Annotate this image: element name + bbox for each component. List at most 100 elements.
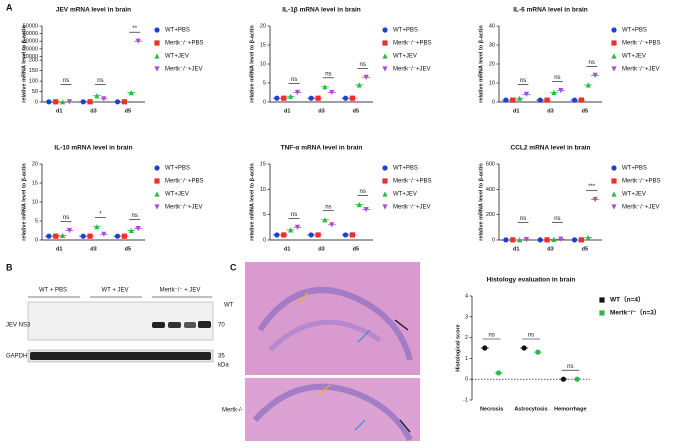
- data-point: [510, 237, 516, 243]
- legend-label: WT+PBS: [165, 166, 190, 172]
- legend-marker: [611, 53, 617, 59]
- y-tick-label: 20: [489, 61, 495, 67]
- y-tick-label: 30: [489, 42, 495, 48]
- data-point: [128, 227, 134, 234]
- data-point: [66, 227, 73, 234]
- significance-label: ns: [528, 333, 534, 339]
- panel-label: A: [6, 2, 13, 12]
- data-point: [315, 95, 321, 101]
- significance-label: *: [99, 211, 102, 217]
- data-point: [121, 99, 127, 105]
- legend-label: WT+PBS: [622, 166, 647, 172]
- y-tick-label: 10: [260, 61, 266, 67]
- significance-label: ns: [520, 216, 526, 222]
- y-tick-label: 200: [486, 212, 495, 218]
- data-point: [80, 233, 86, 239]
- significance-label: ns: [325, 204, 331, 210]
- legend-label: Mertk⁻/⁻+JEV: [393, 205, 431, 211]
- data-point: [294, 224, 301, 230]
- x-tick-label: d5: [125, 108, 131, 114]
- y-tick-label: 30000: [23, 39, 38, 45]
- legend-marker: [611, 66, 617, 72]
- data-point: [66, 99, 73, 105]
- data-point: [578, 97, 584, 103]
- y-tick-label: 10000: [23, 54, 38, 60]
- significance-label: ns: [360, 189, 366, 195]
- x-tick-label: d5: [125, 246, 131, 252]
- significance-label: **: [132, 26, 137, 32]
- legend-label: Mertk⁻/⁻+PBS: [165, 179, 204, 185]
- data-point: [510, 97, 516, 103]
- y-axis-label: relative mRNA level to β-actin: [478, 25, 484, 103]
- y-tick-label: 0: [263, 99, 266, 105]
- y-tick-label: 5: [263, 212, 266, 218]
- y-tick-label: 200: [29, 58, 38, 64]
- legend-label: WT+JEV: [622, 54, 646, 60]
- legend-marker: [154, 191, 160, 197]
- chart-title: Histology evaluation in brain: [487, 277, 576, 284]
- significance-label: ns: [63, 78, 69, 84]
- legend-label: WT+JEV: [393, 192, 417, 198]
- data-point: [574, 376, 580, 382]
- y-tick-label: 0: [492, 99, 495, 105]
- x-tick-label: Astrocytosis: [514, 406, 547, 412]
- x-tick-label: d3: [90, 246, 96, 252]
- legend-label: WT+PBS: [393, 28, 418, 34]
- y-tick-label: 3: [465, 314, 468, 320]
- y-axis-label: relative mRNA level to β-actin: [21, 25, 27, 103]
- data-point: [517, 237, 523, 243]
- y-axis-label: relative mRNA level to β-actin: [478, 163, 484, 241]
- data-point: [329, 222, 335, 228]
- data-point: [578, 237, 584, 243]
- data-point: [571, 237, 578, 243]
- data-point: [503, 97, 509, 103]
- chart-title: TNF-α mRNA level in brain: [281, 145, 363, 152]
- legend-label: Mertk⁻/⁻+JEV: [165, 205, 203, 211]
- legend-marker: [599, 310, 605, 316]
- legend-marker: [382, 204, 388, 210]
- legend-marker: [154, 165, 160, 171]
- legend-marker: [382, 178, 388, 184]
- legend-label: WT+JEV: [622, 192, 646, 198]
- y-tick-label: 50: [32, 89, 38, 95]
- x-tick-label: d3: [318, 108, 324, 114]
- data-point: [329, 89, 335, 96]
- x-tick-label: d5: [353, 108, 359, 114]
- panel-label: C: [230, 262, 237, 272]
- legend-marker: [154, 204, 160, 210]
- blot-group: WT + JEV: [101, 288, 128, 294]
- data-point: [322, 217, 328, 223]
- y-axis-label: Histological score: [455, 324, 461, 371]
- chart-title: IL-1β mRNA level in brain: [282, 7, 361, 14]
- legend-marker: [382, 27, 388, 33]
- y-axis-label: relative mRNA level to β-actin: [21, 163, 27, 241]
- legend-label: WT+JEV: [165, 54, 189, 60]
- x-tick-label: d1: [513, 246, 519, 252]
- legend-label: Mertk⁻/⁻+PBS: [393, 41, 432, 47]
- y-tick-label: 5: [35, 218, 38, 224]
- data-point: [571, 97, 578, 103]
- y-tick-label: 2: [465, 335, 468, 341]
- significance-label: ns: [520, 78, 526, 84]
- blot-row: JEV NS3: [6, 323, 31, 329]
- blot-row: GAPDH: [6, 354, 27, 360]
- x-tick-label: Necrosis: [480, 406, 503, 412]
- blot-marker: 35: [218, 354, 225, 360]
- significance-label: ns: [291, 77, 297, 83]
- data-point: [281, 232, 287, 238]
- data-point: [308, 95, 314, 101]
- data-point: [322, 84, 328, 90]
- significance-label: ns: [488, 333, 494, 339]
- legend-label: WT+PBS: [622, 28, 647, 34]
- y-tick-label: 5: [263, 80, 266, 86]
- data-point: [551, 89, 557, 96]
- y-tick-label: 10: [260, 187, 266, 193]
- legend-label: Mertk⁻/⁻+JEV: [622, 205, 660, 211]
- y-tick-label: -1: [463, 397, 468, 403]
- significance-label: ns: [132, 213, 138, 219]
- data-point: [114, 233, 121, 239]
- y-tick-label: 20000: [23, 46, 38, 52]
- y-tick-label: 600: [486, 161, 495, 167]
- y-tick-label: 10: [489, 80, 495, 86]
- y-tick-label: 4: [465, 293, 468, 299]
